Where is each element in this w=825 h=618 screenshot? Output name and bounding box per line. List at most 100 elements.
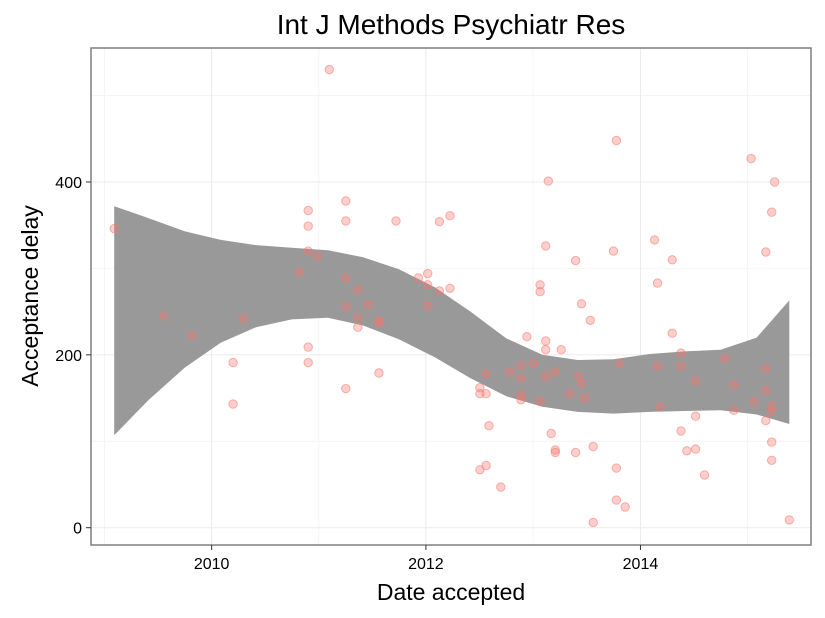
y-tick-label: 400 (55, 175, 82, 192)
data-point (767, 437, 777, 447)
data-point (481, 369, 491, 379)
data-point (541, 371, 551, 382)
data-point (570, 255, 581, 266)
data-point (535, 396, 545, 407)
data-point (504, 367, 515, 377)
data-point (611, 495, 622, 505)
data-point (481, 460, 491, 471)
y-axis-label: Acceptance delay (17, 205, 43, 387)
data-point (312, 251, 322, 261)
data-point (541, 241, 551, 251)
data-point (761, 415, 771, 426)
data-point (588, 517, 598, 528)
data-point (522, 332, 532, 342)
data-point (516, 389, 526, 400)
data-point (565, 389, 575, 399)
data-point (550, 447, 560, 458)
data-point (303, 246, 313, 256)
data-point (159, 311, 169, 321)
data-point (570, 447, 581, 458)
smooth-band-layer (114, 206, 790, 436)
data-point (576, 378, 587, 389)
data-point (481, 389, 491, 399)
x-tick-label: 2012 (408, 556, 444, 573)
confidence-band (114, 206, 790, 436)
data-point (109, 223, 119, 234)
data-point (761, 385, 771, 395)
data-point (699, 470, 710, 480)
data-point (413, 273, 423, 283)
data-point (341, 216, 351, 226)
data-point (550, 445, 560, 455)
data-point (649, 235, 660, 245)
data-point (720, 353, 730, 363)
x-axis-label: Date accepted (377, 579, 525, 605)
data-point (746, 153, 756, 164)
data-point (541, 345, 551, 355)
data-point (550, 367, 560, 377)
data-point (353, 285, 363, 295)
data-point (484, 421, 494, 431)
data-point (655, 402, 666, 412)
data-point (187, 331, 197, 341)
data-point (423, 280, 433, 290)
data-point (341, 196, 351, 206)
data-point (690, 411, 701, 421)
data-point (445, 283, 455, 293)
plot-border (90, 47, 812, 546)
data-point (543, 176, 553, 186)
data-point (682, 446, 692, 456)
data-point (228, 357, 238, 368)
data-point (749, 396, 759, 407)
data-point (324, 64, 334, 75)
data-point (434, 286, 445, 296)
data-point (374, 318, 384, 328)
data-point (608, 246, 619, 256)
data-point (341, 383, 351, 394)
data-point (761, 247, 771, 257)
data-point (784, 515, 794, 525)
data-point (516, 395, 526, 405)
data-point (652, 278, 663, 288)
y-tick-label: 200 (55, 348, 82, 365)
data-point (614, 358, 624, 369)
data-point (496, 482, 506, 492)
data-point (363, 300, 374, 310)
data-point (767, 207, 777, 217)
data-point (353, 313, 363, 323)
data-point (667, 255, 677, 265)
x-tick-label: 2010 (194, 556, 230, 573)
data-point (556, 345, 566, 355)
data-point (374, 368, 384, 378)
data-point (303, 357, 313, 368)
data-point (667, 328, 677, 338)
data-point (576, 299, 587, 309)
data-point (611, 463, 622, 473)
data-point (391, 216, 401, 226)
data-points (109, 64, 794, 528)
data-point (676, 361, 686, 371)
data-point (353, 322, 363, 332)
data-point (676, 348, 686, 358)
data-point (767, 401, 777, 411)
data-point (546, 428, 556, 439)
data-point (690, 376, 701, 386)
data-point (238, 313, 249, 324)
data-point (729, 380, 739, 390)
data-point (588, 441, 598, 452)
data-point (303, 221, 313, 231)
data-point (445, 211, 455, 221)
axis-ticks: 2010 2012 2014 0 200 400 (55, 175, 658, 573)
data-point (729, 405, 739, 415)
data-point (228, 399, 238, 409)
data-point (676, 426, 686, 436)
data-point (585, 315, 595, 325)
data-point (294, 268, 305, 278)
data-point (434, 217, 445, 227)
data-point (769, 177, 780, 187)
data-point (516, 373, 526, 383)
data-point (535, 280, 545, 290)
data-point (579, 393, 590, 403)
data-point (423, 300, 433, 311)
